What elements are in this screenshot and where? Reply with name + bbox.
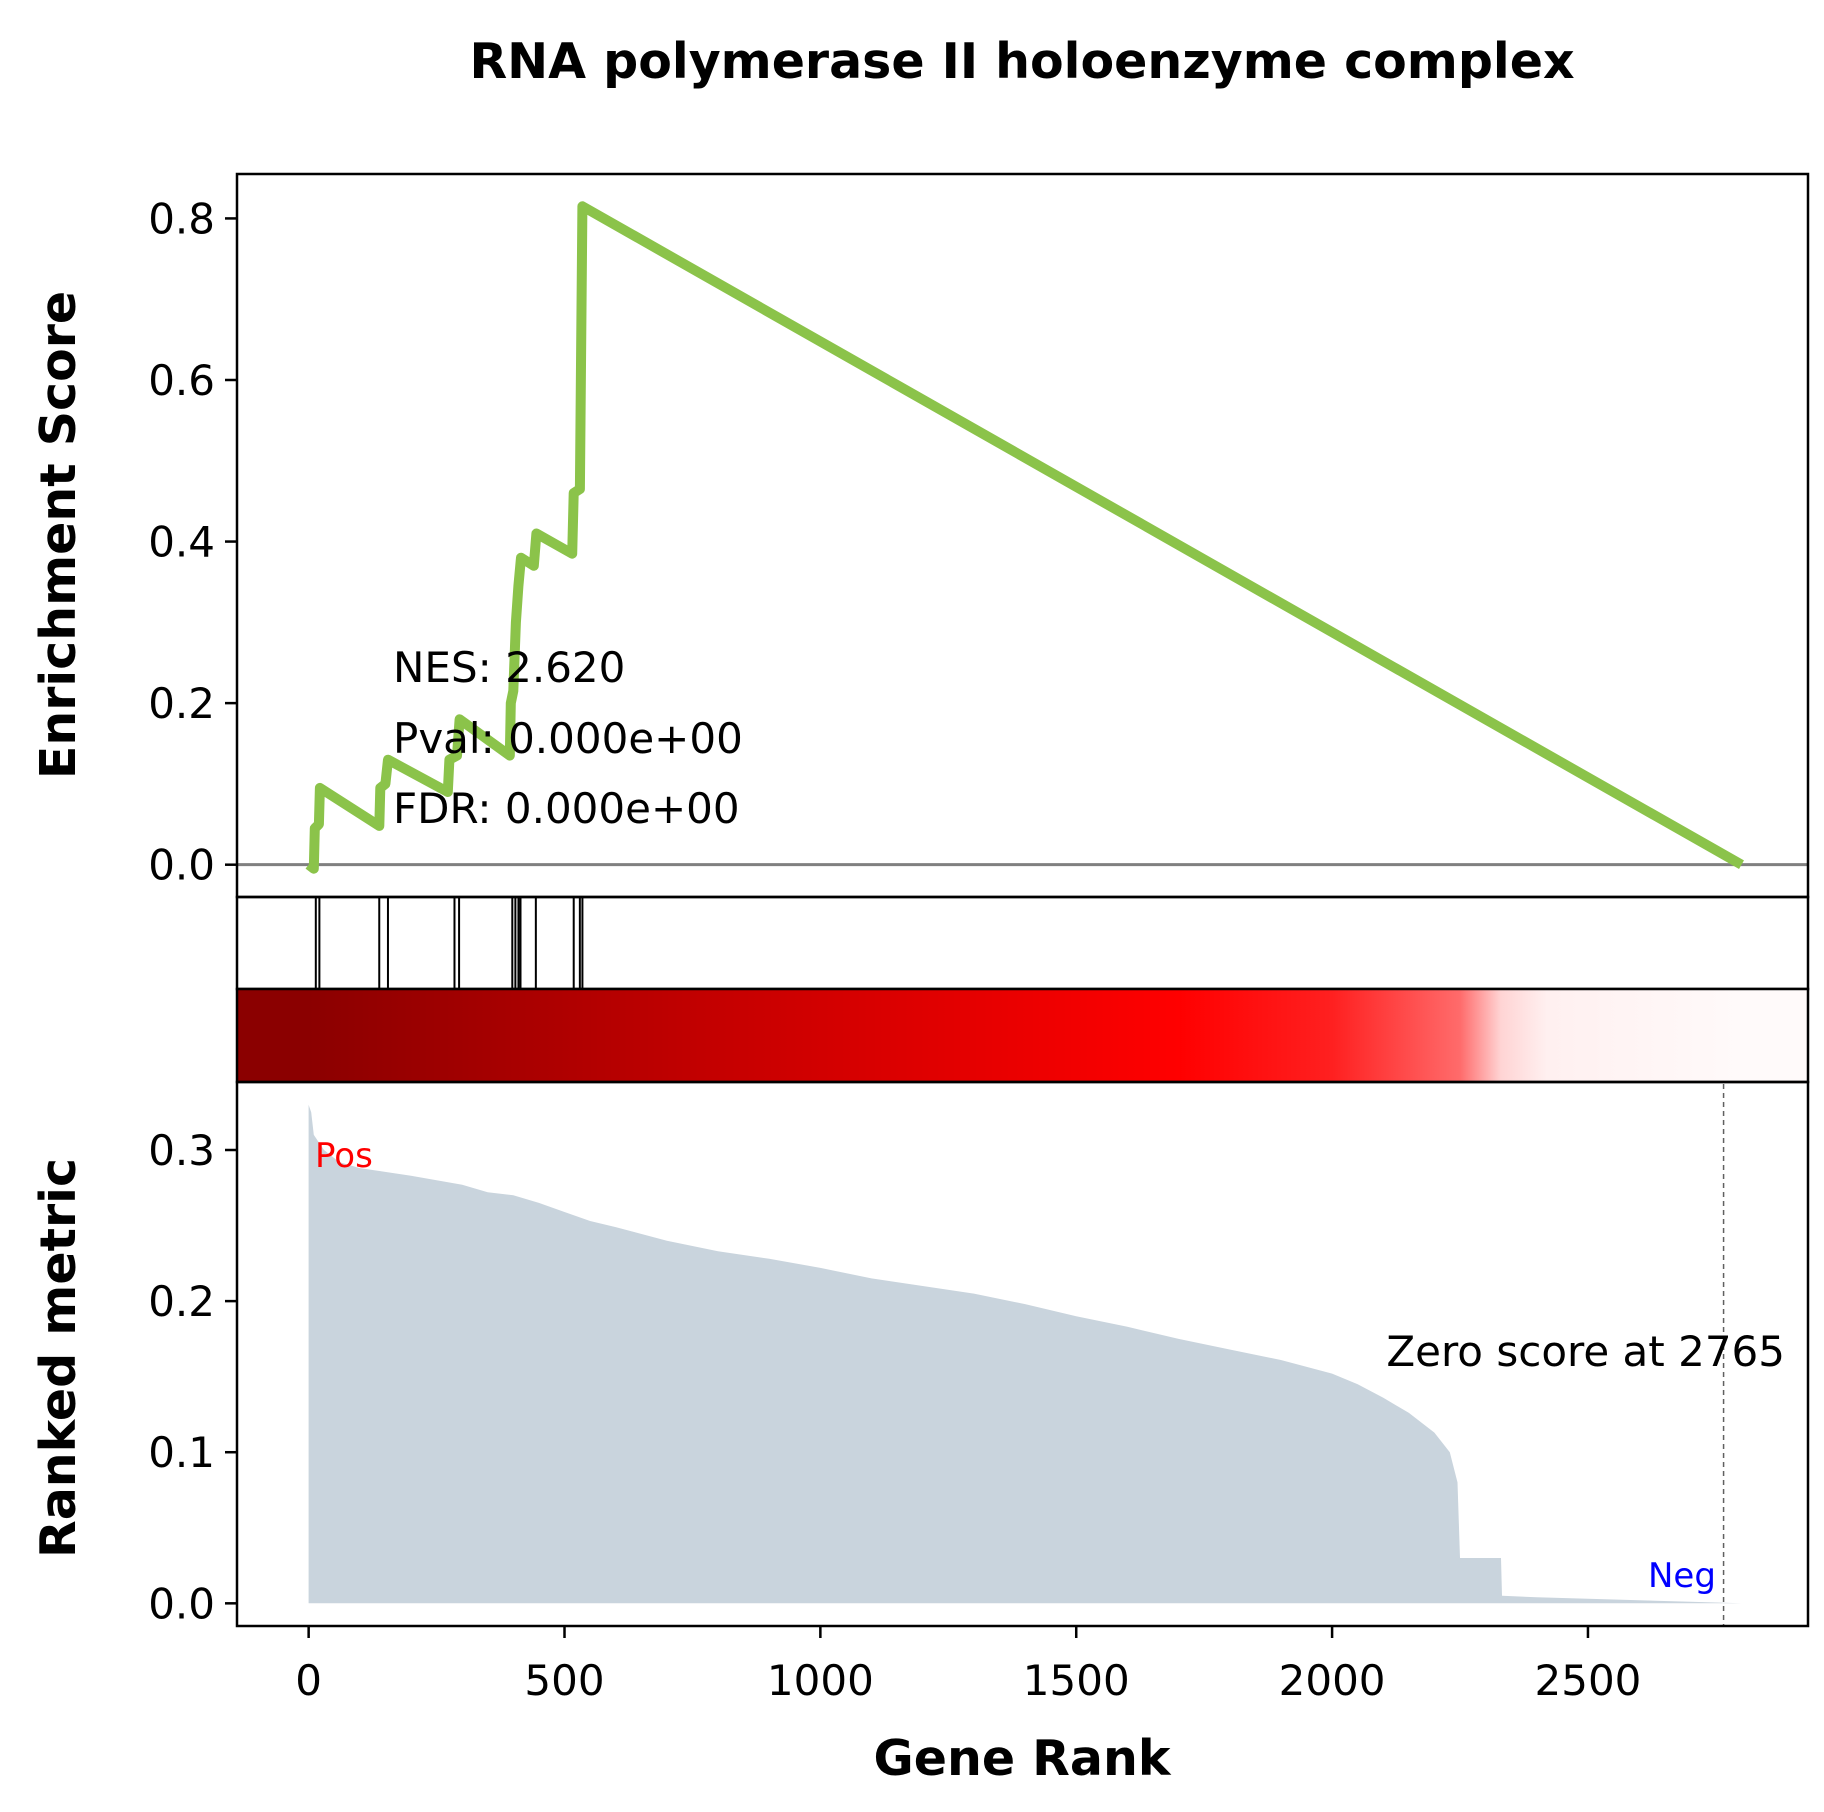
hits-panel-frame <box>235 895 1810 991</box>
ranking-heatmap <box>237 989 1808 1082</box>
x-tick-label: 0 <box>295 1656 322 1705</box>
ranked-metric-y-axis-label: Ranked metric <box>30 1158 87 1558</box>
x-tick-label: 1500 <box>1023 1656 1130 1705</box>
es-y-ticks: 0.0 0.2 0.4 0.6 0.8 <box>148 194 237 890</box>
enrichment-score-line <box>305 201 1744 874</box>
es-y-tick-label: 0.6 <box>148 356 215 405</box>
rm-y-tick-label: 0.3 <box>148 1126 215 1175</box>
ranked-metric-area <box>308 1104 1742 1604</box>
x-tick-label: 1000 <box>767 1656 874 1705</box>
es-y-tick-label: 0.0 <box>148 841 215 890</box>
x-axis-ticks: 0 500 1000 1500 2000 2500 <box>295 1626 1641 1705</box>
rm-y-tick-label: 0.0 <box>148 1579 215 1628</box>
es-y-tick-label: 0.2 <box>148 679 215 728</box>
x-tick-label: 2000 <box>1279 1656 1386 1705</box>
x-tick-label: 500 <box>524 1656 604 1705</box>
heatmap-panel <box>235 987 1810 1084</box>
nes-annotation: NES: 2.620 <box>393 643 625 692</box>
ranked-metric-panel: 0.00.10.20.3 Pos Neg Zero score at 2765 … <box>30 1080 1810 1628</box>
pval-annotation: Pval: 0.000e+00 <box>393 714 743 763</box>
gene-hit-marks <box>314 897 584 989</box>
x-tick-label: 2500 <box>1535 1656 1642 1705</box>
chart-title: RNA polymerase II holoenzyme complex <box>469 33 1574 90</box>
enrichment-y-axis-label: Enrichment Score <box>30 291 87 779</box>
enrichment-panel: 0.0 0.2 0.4 0.6 0.8 NES: 2.620 Pval: 0.000e+… <box>30 172 1810 899</box>
x-axis-label: Gene Rank <box>874 1730 1172 1787</box>
rm-y-tick-label: 0.2 <box>148 1277 215 1326</box>
neg-label: Neg <box>1648 1556 1716 1596</box>
es-y-tick-label: 0.4 <box>148 518 215 567</box>
ranked-metric-panel-frame <box>235 1080 1810 1628</box>
es-y-tick-label: 0.8 <box>148 194 215 243</box>
rm-y-ticks: 0.0 0.1 0.2 0.3 <box>148 1126 237 1628</box>
zero-score-annotation: Zero score at 2765 <box>1386 1327 1785 1376</box>
pos-label: Pos <box>315 1136 373 1176</box>
hits-panel <box>235 895 1810 991</box>
rm-y-tick-label: 0.1 <box>148 1428 215 1477</box>
fdr-annotation: FDR: 0.000e+00 <box>393 784 740 833</box>
